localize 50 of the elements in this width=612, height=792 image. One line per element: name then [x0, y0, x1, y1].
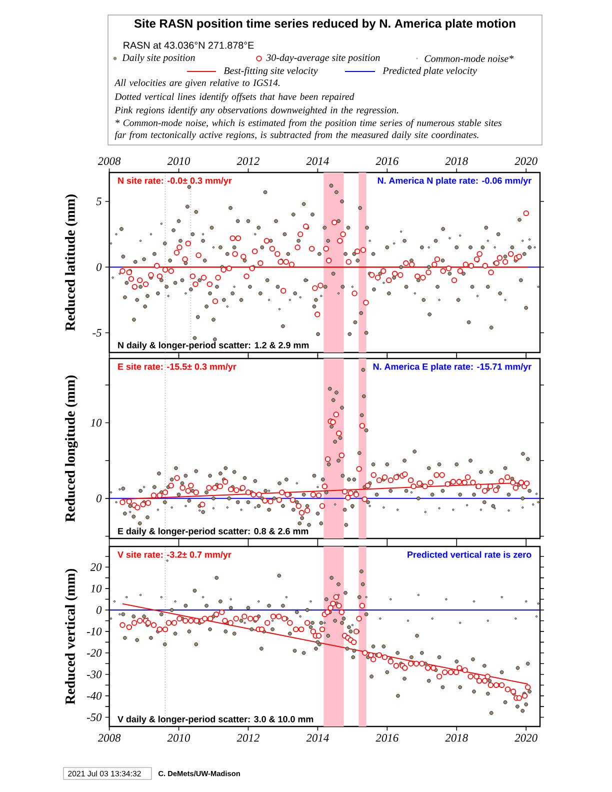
text: Dotted vertical lines identify offsets that have been repaired [114, 92, 354, 102]
legend-label: Best-fitting site velocity [224, 66, 318, 76]
text: Pink regions identify any observations downweighted in the regression. [114, 106, 398, 116]
y-tick-label: -20 [86, 649, 102, 657]
annotation: E site rate: -15.5± 0.3 mm/yr [118, 363, 236, 372]
x-tick-label: 2008 [98, 734, 121, 742]
annotation: N site rate: -0.0± 0.3 mm/yr [118, 177, 232, 186]
y-tick-label: -40 [86, 692, 102, 700]
x-tick-label: 2018 [445, 734, 468, 742]
y-axis-title: Reduced longitude (mm) [65, 376, 78, 522]
chart-title: Site RASN position time series reduced by N. America plate motion [134, 18, 516, 30]
x-tick-label: 2016 [376, 734, 399, 742]
legend-label: Daily site position [122, 54, 195, 64]
y-tick-label: 20 [90, 563, 102, 571]
x-tick-label: 2020 [514, 157, 538, 165]
y-tick-label: -30 [86, 670, 102, 678]
y-tick-label: -5 [92, 328, 102, 337]
x-tick-label: 2020 [514, 734, 538, 742]
annotation: N daily & longer-period scatter: 1.2 & 2.9 mm [118, 342, 309, 350]
y-axis-title: Reduced vertical (mm) [65, 568, 78, 704]
x-tick-label: 2010 [167, 734, 190, 742]
x-tick-label: 2010 [167, 157, 190, 165]
legend-label: Common-mode noise* [424, 54, 514, 62]
annotation: N. America E plate rate: -15.71 mm/yr [373, 363, 532, 372]
y-tick-label: 10 [90, 584, 102, 592]
text: * Common-mode noise, which is estimated from the position time series of numerous stable sites far from tectonically active regions, is subtracted from the measured daily site coordinates. [114, 119, 502, 140]
x-tick-label: 2018 [445, 157, 468, 165]
x-tick-label: 2014 [306, 157, 329, 165]
x-tick-label: 2016 [376, 157, 399, 165]
legend-label: 30-day-average site position [266, 54, 380, 64]
x-tick-label: 2012 [236, 734, 260, 742]
annotation: E daily & longer-period scatter: 0.8 & 2.6 mm [118, 528, 308, 536]
x-tick-label: 2014 [306, 734, 329, 742]
text: All velocities are given relative to IGS14. [114, 79, 280, 88]
annotation: N. America N plate rate: -0.06 mm/yr [378, 177, 532, 186]
legend-label: Predicted plate velocity [382, 66, 477, 76]
y-tick-label: 0 [96, 606, 102, 614]
annotation: Predicted vertical rate is zero [408, 551, 532, 558]
y-tick-label: 5 [96, 198, 102, 206]
y-tick-label: -10 [86, 628, 102, 636]
annotation: V daily & longer-period scatter: 3.0 & 10.0 mm [118, 716, 314, 724]
y-tick-label: 0 [96, 263, 102, 271]
y-tick-label: 0 [96, 494, 102, 502]
y-axis-title: Reduced latitude (mm) [65, 194, 78, 331]
x-tick-label: 2012 [236, 157, 260, 165]
y-tick-label: 10 [90, 418, 102, 427]
y-tick-label: -50 [86, 713, 102, 722]
chart-subtitle: RASN at 43.036°N 271.878°E [124, 42, 254, 49]
annotation: V site rate: -3.2± 0.7 mm/yr [118, 551, 232, 560]
x-tick-label: 2008 [98, 157, 121, 165]
